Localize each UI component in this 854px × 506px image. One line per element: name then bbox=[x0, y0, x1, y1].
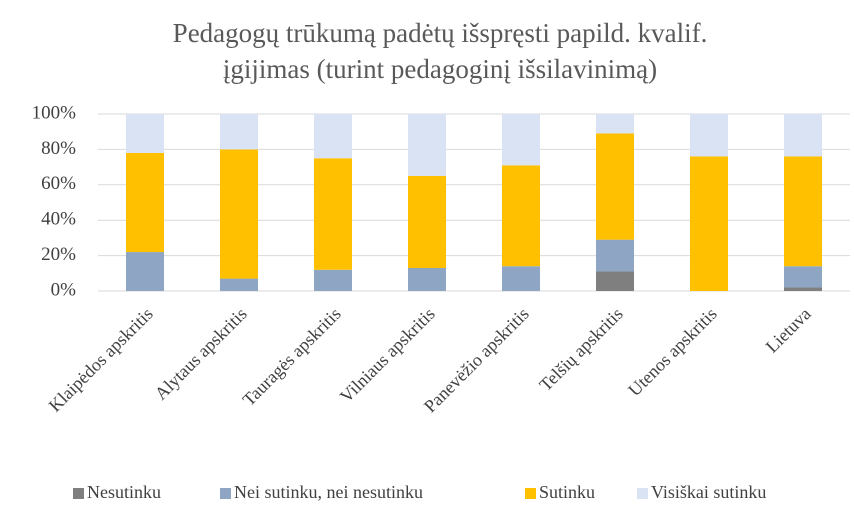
bar-segment bbox=[596, 114, 634, 134]
bar-segment bbox=[690, 114, 728, 157]
x-tick-label: Tauragės apskritis bbox=[239, 304, 345, 410]
bar-segment bbox=[784, 156, 822, 267]
x-tick-label: Panevėžio apskritis bbox=[420, 304, 533, 417]
bar-segment bbox=[784, 114, 822, 157]
legend-label: Nei sutinku, nei nesutinku bbox=[234, 482, 423, 502]
bar-segment bbox=[596, 271, 634, 291]
chart-title: įgijimas (turint pedagoginį išsilavinimą… bbox=[223, 54, 657, 84]
bar-segment bbox=[502, 165, 540, 267]
x-tick-label: Vilniaus apskritis bbox=[336, 304, 439, 407]
legend-swatch bbox=[525, 488, 536, 499]
legend-label: Visiškai sutinku bbox=[651, 482, 766, 502]
bar-segment bbox=[408, 175, 446, 268]
bar-segment bbox=[220, 114, 258, 150]
y-tick-label: 20% bbox=[41, 244, 76, 265]
x-tick-label: Utenos apskritis bbox=[624, 304, 721, 401]
bar-segment bbox=[220, 278, 258, 291]
x-tick-label: Telšių apskritis bbox=[535, 304, 626, 395]
y-tick-label: 100% bbox=[32, 102, 77, 123]
bar-segment bbox=[690, 156, 728, 291]
bar-segment bbox=[314, 158, 352, 270]
bar-segment bbox=[220, 149, 258, 279]
bar-segment bbox=[408, 114, 446, 176]
bar-segment bbox=[408, 267, 446, 291]
legend-swatch bbox=[220, 488, 231, 499]
bar-segment bbox=[126, 114, 164, 153]
bar-segment bbox=[784, 287, 822, 291]
legend-label: Nesutinku bbox=[87, 482, 161, 502]
bar-segment bbox=[314, 114, 352, 159]
chart-title: Pedagogų trūkumą padėtų išspręsti papild… bbox=[173, 18, 708, 48]
bar-segment bbox=[502, 266, 540, 291]
legend-swatch bbox=[637, 488, 648, 499]
x-tick-label: Alytaus apskritis bbox=[151, 304, 251, 404]
bar-segment bbox=[314, 269, 352, 291]
legend-swatch bbox=[73, 488, 84, 499]
bar-segment bbox=[502, 114, 540, 166]
bar-segment bbox=[596, 239, 634, 272]
x-tick-label: Lietuva bbox=[762, 304, 815, 357]
legend-label: Sutinku bbox=[539, 482, 595, 502]
bar-segment bbox=[126, 152, 164, 253]
y-tick-label: 80% bbox=[41, 138, 76, 159]
bar-segment bbox=[596, 133, 634, 240]
x-tick-label: Klaipėdos apskritis bbox=[45, 304, 157, 416]
y-tick-label: 60% bbox=[41, 173, 76, 194]
bar-segment bbox=[126, 252, 164, 291]
bar-segment bbox=[784, 266, 822, 288]
y-tick-label: 0% bbox=[51, 279, 77, 300]
y-tick-label: 40% bbox=[41, 209, 76, 230]
